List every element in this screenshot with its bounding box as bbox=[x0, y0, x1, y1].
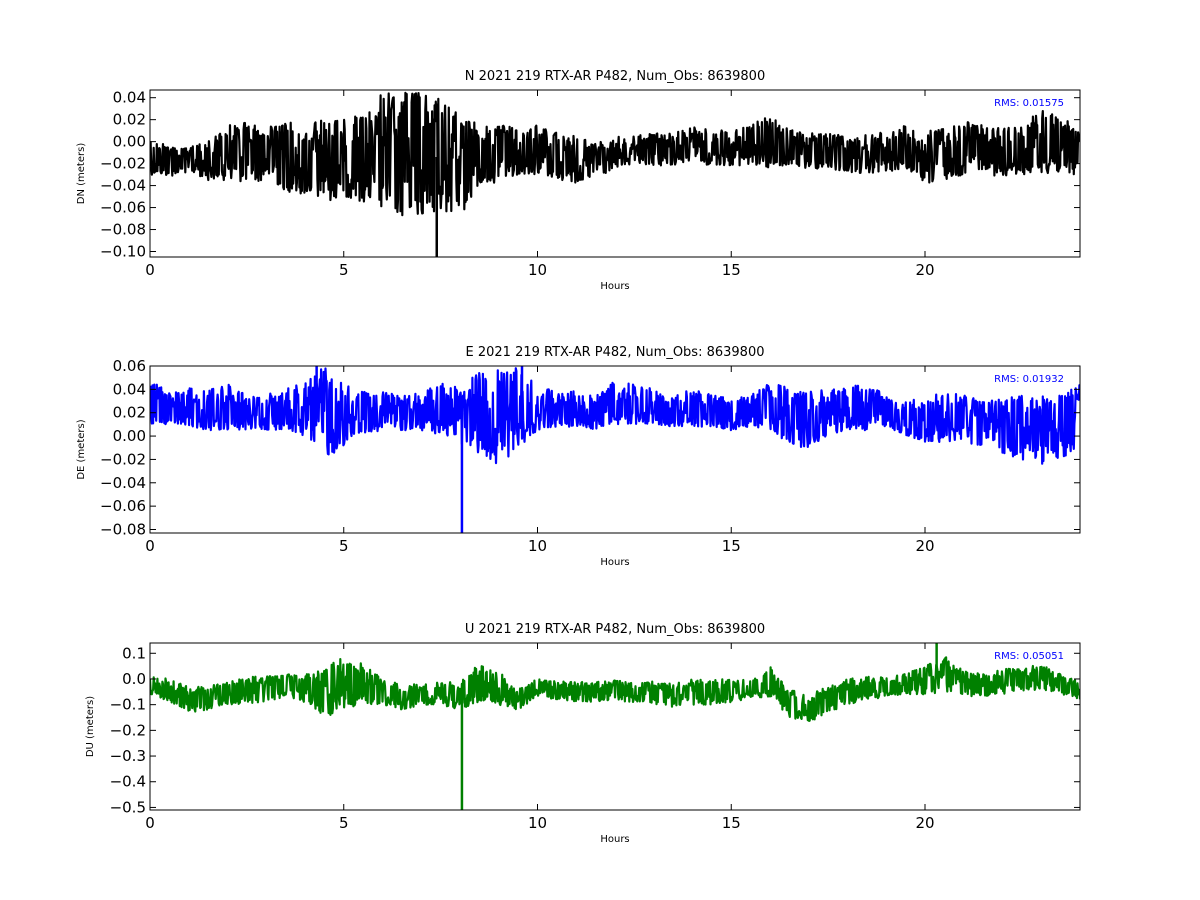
x-tick-label: 10 bbox=[528, 537, 547, 555]
series-line-0-0 bbox=[150, 91, 1080, 257]
axes-frame bbox=[149, 642, 1081, 811]
y-axis-label: DE (meters) bbox=[76, 419, 87, 479]
subplot-2: 0 5 10 15 20 −0.5 −0.4 −0.3 −0.2 −0.1 0.0 0.1 U 2021… bbox=[85, 622, 1081, 845]
axes-frame bbox=[149, 365, 1081, 534]
x-tick-label: 15 bbox=[722, 537, 741, 555]
y-tick-label: −0.5 bbox=[110, 798, 146, 816]
y-tick-label: −0.04 bbox=[100, 474, 146, 492]
y-tick-label: −0.2 bbox=[110, 721, 146, 739]
rms-annotation: RMS: 0.01932 bbox=[994, 374, 1064, 385]
y-tick-label: −0.08 bbox=[100, 221, 146, 239]
y-tick-label: 0.06 bbox=[113, 357, 146, 375]
x-tick-label: 20 bbox=[915, 261, 934, 279]
y-tick-label: 0.00 bbox=[113, 133, 146, 151]
y-tick-label: 0.04 bbox=[113, 89, 146, 107]
x-tick-label: 0 bbox=[145, 261, 155, 279]
subplot-title: N 2021 219 RTX-AR P482, Num_Obs: 8639800 bbox=[465, 69, 765, 84]
x-tick-label: 15 bbox=[722, 814, 741, 832]
x-tick-label: 10 bbox=[528, 814, 547, 832]
x-tick-label: 15 bbox=[722, 261, 741, 279]
y-tick-label: 0.04 bbox=[113, 380, 146, 398]
y-tick-label: −0.4 bbox=[110, 773, 146, 791]
x-tick-label: 0 bbox=[145, 814, 155, 832]
x-tick-label: 20 bbox=[915, 814, 934, 832]
subplot-0: 0 5 10 15 20 −0.10 −0.08 −0.06 −0.04 −0.02 0.00 0.0… bbox=[76, 69, 1081, 292]
x-axis-label: Hours bbox=[600, 557, 629, 568]
series-line-2-0 bbox=[150, 643, 1080, 810]
x-axis-label: Hours bbox=[600, 281, 629, 292]
y-tick-label: −0.04 bbox=[100, 177, 146, 195]
y-tick-label: 0.0 bbox=[122, 670, 146, 688]
y-tick-label: −0.10 bbox=[100, 243, 146, 261]
y-tick-label: −0.02 bbox=[100, 450, 146, 468]
y-tick-label: 0.02 bbox=[113, 404, 146, 422]
y-axis-label: DN (meters) bbox=[76, 143, 87, 205]
x-tick-label: 5 bbox=[339, 261, 349, 279]
y-tick-label: −0.06 bbox=[100, 199, 146, 217]
x-tick-label: 5 bbox=[339, 537, 349, 555]
axes-frame bbox=[149, 89, 1081, 258]
y-tick-label: 0.02 bbox=[113, 111, 146, 129]
rms-annotation: RMS: 0.01575 bbox=[994, 98, 1064, 109]
rms-annotation: RMS: 0.05051 bbox=[994, 651, 1064, 662]
x-tick-label: 5 bbox=[339, 814, 349, 832]
y-tick-label: 0.00 bbox=[113, 427, 146, 445]
y-tick-label: −0.1 bbox=[110, 696, 146, 714]
y-tick-label: 0.1 bbox=[122, 644, 146, 662]
x-axis-label: Hours bbox=[600, 834, 629, 845]
subplot-1: 0 5 10 15 20 −0.08 −0.06 −0.04 −0.02 0.00 0.02 0.04… bbox=[76, 345, 1081, 568]
y-axis-label: DU (meters) bbox=[85, 696, 96, 757]
x-tick-label: 10 bbox=[528, 261, 547, 279]
subplot-title: U 2021 219 RTX-AR P482, Num_Obs: 8639800 bbox=[465, 622, 765, 637]
y-tick-label: −0.3 bbox=[110, 747, 146, 765]
y-tick-label: −0.08 bbox=[100, 520, 146, 538]
series-line-1-0 bbox=[150, 366, 1080, 533]
x-tick-label: 0 bbox=[145, 537, 155, 555]
y-tick-label: −0.02 bbox=[100, 155, 146, 173]
subplot-title: E 2021 219 RTX-AR P482, Num_Obs: 8639800 bbox=[466, 345, 765, 360]
x-tick-label: 20 bbox=[915, 537, 934, 555]
y-tick-label: −0.06 bbox=[100, 497, 146, 515]
